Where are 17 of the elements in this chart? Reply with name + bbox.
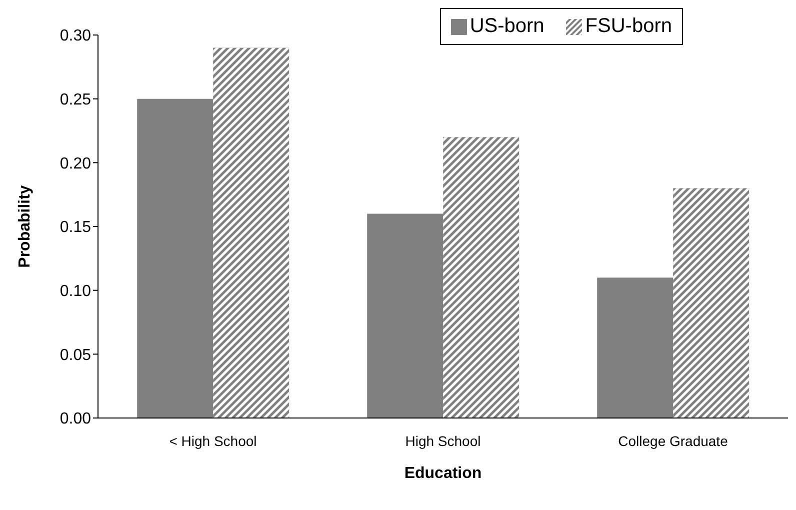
bar [597,278,674,418]
y-axis-title: Probability [16,185,34,268]
legend-label: FSU-born [585,15,672,38]
x-tick-label: College Graduate [618,432,728,449]
y-tick-label: 0.15 [60,219,92,236]
y-tick-label: 0.25 [60,92,92,109]
y-tick-label: 0.30 [60,28,92,45]
bar [367,214,444,418]
x-tick-label: < High School [169,432,257,449]
x-axis-title: Education [404,465,482,482]
bar [137,98,214,418]
y-tick-label: 0.00 [60,410,92,428]
legend-label: US-born [470,15,544,38]
y-tick-label: 0.05 [60,346,92,364]
y-tick-label: 0.10 [60,283,92,300]
y-tick-label: 0.20 [60,155,92,172]
x-tick-label: High School [405,432,481,449]
